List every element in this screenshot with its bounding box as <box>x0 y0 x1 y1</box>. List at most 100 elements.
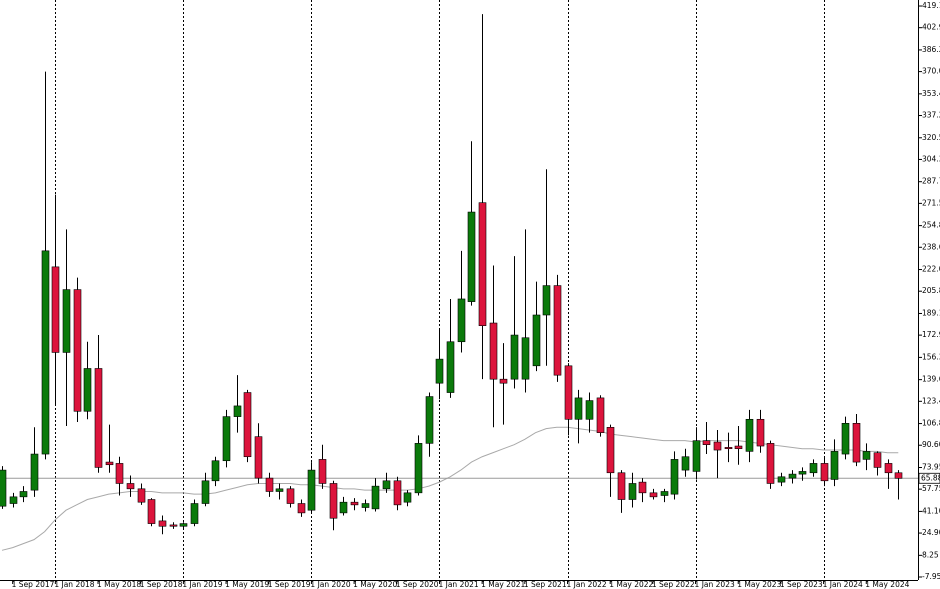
candle-body <box>798 471 807 475</box>
candle-body <box>638 481 647 494</box>
candle-body <box>126 483 135 490</box>
y-tick-label: 353.40 <box>922 89 940 98</box>
candle-body <box>297 503 306 514</box>
y-tick-label: 73.95 <box>922 462 940 471</box>
candle-body <box>467 211 476 302</box>
y-tick-label: 139.65 <box>922 375 940 384</box>
y-tick-label: 238.65 <box>922 242 940 251</box>
candle-body <box>478 202 487 326</box>
x-tick-label: 1 Sep 2021 <box>524 580 567 589</box>
y-tick-label: 370.05 <box>922 67 940 76</box>
candle-body <box>542 285 551 316</box>
candle-body <box>169 524 178 527</box>
x-tick-label: 1 May 2020 <box>353 580 397 589</box>
candle-body <box>713 441 722 451</box>
x-tick-label: 1 Jan 2022 <box>567 580 607 589</box>
x-tick-label: 1 Sep 2020 <box>396 580 439 589</box>
candle-body <box>435 358 444 384</box>
last-price-label: 65.88 <box>921 473 940 482</box>
candle-body <box>201 480 210 504</box>
y-tick-label: 57.75 <box>922 484 940 493</box>
candle-body <box>873 452 882 468</box>
candle-body <box>553 285 562 376</box>
candle-body <box>0 469 7 507</box>
candle-body <box>628 483 637 500</box>
candle-body <box>521 337 530 380</box>
x-tick-label: 1 Jan 2019 <box>182 580 222 589</box>
candle-body <box>414 443 423 494</box>
x-tick-label: 1 Sep 2018 <box>140 580 183 589</box>
candle-body <box>446 341 455 393</box>
candle-body <box>307 469 316 511</box>
x-tick-label: 1 May 2024 <box>865 580 909 589</box>
y-tick-label: 222.00 <box>922 265 940 274</box>
candle-body <box>233 405 242 417</box>
candle-body <box>734 445 743 450</box>
candle-body <box>403 492 412 503</box>
candle-body <box>254 436 263 479</box>
x-tick-label: 1 Jan 2018 <box>54 580 94 589</box>
y-tick-label: 320.55 <box>922 133 940 142</box>
candle-body <box>702 440 711 445</box>
y-tick-label: 271.50 <box>922 198 940 207</box>
candle-body <box>756 418 765 447</box>
candle-body <box>596 397 605 433</box>
candle-body <box>681 456 690 471</box>
y-tick-label: 156.30 <box>922 352 940 361</box>
candle-body <box>499 378 508 384</box>
y-tick-label: 172.95 <box>922 330 940 339</box>
candle-body <box>211 460 220 482</box>
candle-body <box>724 447 733 450</box>
candle-body <box>606 427 615 474</box>
candle-body <box>361 503 370 508</box>
candle-body <box>265 477 274 492</box>
candle-body <box>286 488 295 504</box>
y-tick-label: 402.90 <box>922 23 940 32</box>
candle-body <box>852 423 861 463</box>
y-tick-label: 304.35 <box>922 154 940 163</box>
y-tick-label: 287.70 <box>922 177 940 186</box>
x-tick-label: 1 Jan 2020 <box>310 580 350 589</box>
candle-body <box>339 501 348 514</box>
candle-body <box>73 289 82 412</box>
candle-body <box>83 368 92 412</box>
y-tick-label: 205.80 <box>922 286 940 295</box>
candle-body <box>243 392 252 458</box>
candle-body <box>884 463 893 474</box>
candle-body <box>51 266 60 353</box>
candle-body <box>692 440 701 472</box>
candle-body <box>147 499 156 524</box>
candle-body <box>350 501 359 506</box>
y-tick-label: -7.95 <box>922 572 940 581</box>
candle-body <box>777 476 786 483</box>
candle-body <box>318 459 327 484</box>
candle-body <box>275 488 284 492</box>
candle-body <box>179 523 188 527</box>
candle-body <box>660 491 669 496</box>
x-tick-label: 1 Jan 2021 <box>438 580 478 589</box>
candle-body <box>489 322 498 380</box>
y-tick-label: 386.25 <box>922 45 940 54</box>
y-tick-label: 419.10 <box>922 1 940 10</box>
x-tick-label: 1 Sep 2017 <box>12 580 55 589</box>
candle-body <box>19 491 28 498</box>
candle-body <box>670 459 679 495</box>
candle-body <box>788 473 797 479</box>
candle-body <box>745 418 754 452</box>
candle-body <box>41 250 50 455</box>
candle-body <box>425 396 434 444</box>
y-tick-label: 189.15 <box>922 308 940 317</box>
candle-body <box>862 451 871 460</box>
candle-body <box>382 480 391 490</box>
x-tick-label: 1 May 2022 <box>609 580 653 589</box>
candle-body <box>9 496 18 504</box>
candle-body <box>649 492 658 498</box>
candle-body <box>158 520 167 527</box>
y-tick-label: 24.90 <box>922 528 940 537</box>
x-tick-label: 1 Jan 2023 <box>695 580 735 589</box>
candle-body <box>820 463 829 482</box>
candle-body <box>809 463 818 474</box>
candle-body <box>190 503 199 524</box>
y-tick-label: 123.45 <box>922 396 940 405</box>
